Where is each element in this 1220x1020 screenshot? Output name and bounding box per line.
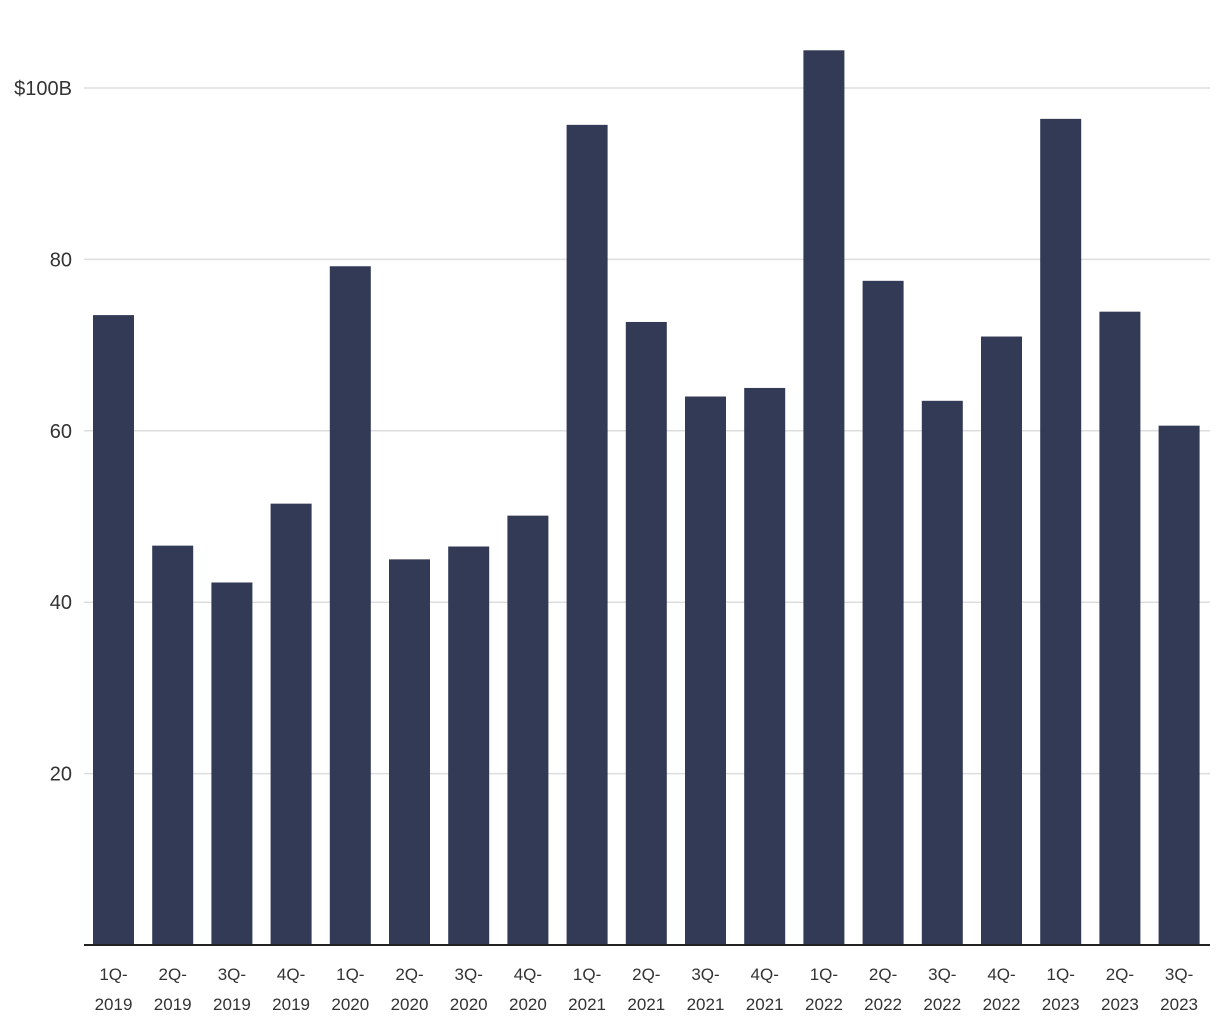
x-tick-label: 1Q- <box>1047 965 1075 984</box>
y-tick-label: 40 <box>50 592 72 614</box>
bar-2Q-2019 <box>152 545 194 945</box>
x-tick-label: 2Q- <box>632 965 660 984</box>
x-tick-label: 1Q- <box>810 965 838 984</box>
bar-3Q-2022 <box>921 400 963 945</box>
x-tick-label: 2021 <box>627 995 665 1014</box>
bar-1Q-2022 <box>803 50 845 946</box>
y-axis-tick-labels: 20 40 60 80 $100B <box>14 78 72 786</box>
bar-1Q-2019 <box>93 315 134 946</box>
bar-4Q-2021 <box>744 387 786 945</box>
x-tick-label: 2Q- <box>395 965 423 984</box>
y-tick-label: $100B <box>14 78 72 100</box>
bar-4Q-2019 <box>270 503 312 945</box>
y-tick-label: 20 <box>50 764 72 786</box>
x-tick-label: 2022 <box>805 995 843 1014</box>
x-tick-label: 1Q- <box>336 965 364 984</box>
x-tick-label: 3Q- <box>455 965 483 984</box>
x-tick-label: 2023 <box>1101 995 1139 1014</box>
bar-2Q-2020 <box>389 559 430 945</box>
x-tick-label: 2019 <box>213 995 251 1014</box>
x-tick-label: 2019 <box>272 995 310 1014</box>
x-tick-label: 2Q- <box>869 965 897 984</box>
bars <box>93 50 1200 946</box>
x-tick-label: 2020 <box>331 995 369 1014</box>
x-tick-label: 2022 <box>864 995 902 1014</box>
x-tick-label: 1Q- <box>573 965 601 984</box>
x-tick-label: 3Q- <box>1165 965 1193 984</box>
bar-4Q-2020 <box>507 515 549 945</box>
x-tick-label: 2023 <box>1160 995 1198 1014</box>
x-tick-label: 2019 <box>154 995 192 1014</box>
x-tick-label: 4Q- <box>987 965 1015 984</box>
bar-3Q-2021 <box>685 396 726 945</box>
y-tick-label: 80 <box>50 249 72 271</box>
bar-1Q-2023 <box>1040 118 1082 946</box>
bar-2Q-2022 <box>862 280 904 945</box>
x-tick-label: 2Q- <box>1106 965 1134 984</box>
bar-3Q-2019 <box>211 582 253 945</box>
x-tick-label: 3Q- <box>928 965 956 984</box>
x-tick-label: 4Q- <box>277 965 305 984</box>
x-tick-label: 4Q- <box>751 965 779 984</box>
x-tick-label: 1Q- <box>99 965 127 984</box>
bar-3Q-2020 <box>448 546 490 945</box>
x-tick-label: 2022 <box>923 995 961 1014</box>
x-tick-label: 2022 <box>983 995 1021 1014</box>
bar-4Q-2022 <box>981 336 1022 945</box>
bar-3Q-2023 <box>1158 425 1200 946</box>
bar-2Q-2021 <box>625 321 667 945</box>
x-tick-label: 3Q- <box>218 965 246 984</box>
x-tick-label: 2020 <box>450 995 488 1014</box>
x-tick-label: 2021 <box>687 995 725 1014</box>
x-tick-label: 2021 <box>568 995 606 1014</box>
x-tick-label: 4Q- <box>514 965 542 984</box>
bar-1Q-2020 <box>329 266 371 946</box>
y-tick-label: 60 <box>50 421 72 443</box>
x-tick-label: 2021 <box>746 995 784 1014</box>
x-axis-tick-labels: 1Q- 2019 2Q- 2019 3Q- 2019 4Q- 2019 1Q- 2020 2Q- 20… <box>95 965 1198 1014</box>
x-tick-label: 2Q- <box>159 965 187 984</box>
x-tick-label: 2020 <box>391 995 429 1014</box>
x-tick-label: 2020 <box>509 995 547 1014</box>
x-tick-label: 3Q- <box>691 965 719 984</box>
x-tick-label: 2023 <box>1042 995 1080 1014</box>
bar-2Q-2023 <box>1099 311 1141 945</box>
x-tick-label: 2019 <box>95 995 133 1014</box>
bar-1Q-2021 <box>566 124 608 945</box>
